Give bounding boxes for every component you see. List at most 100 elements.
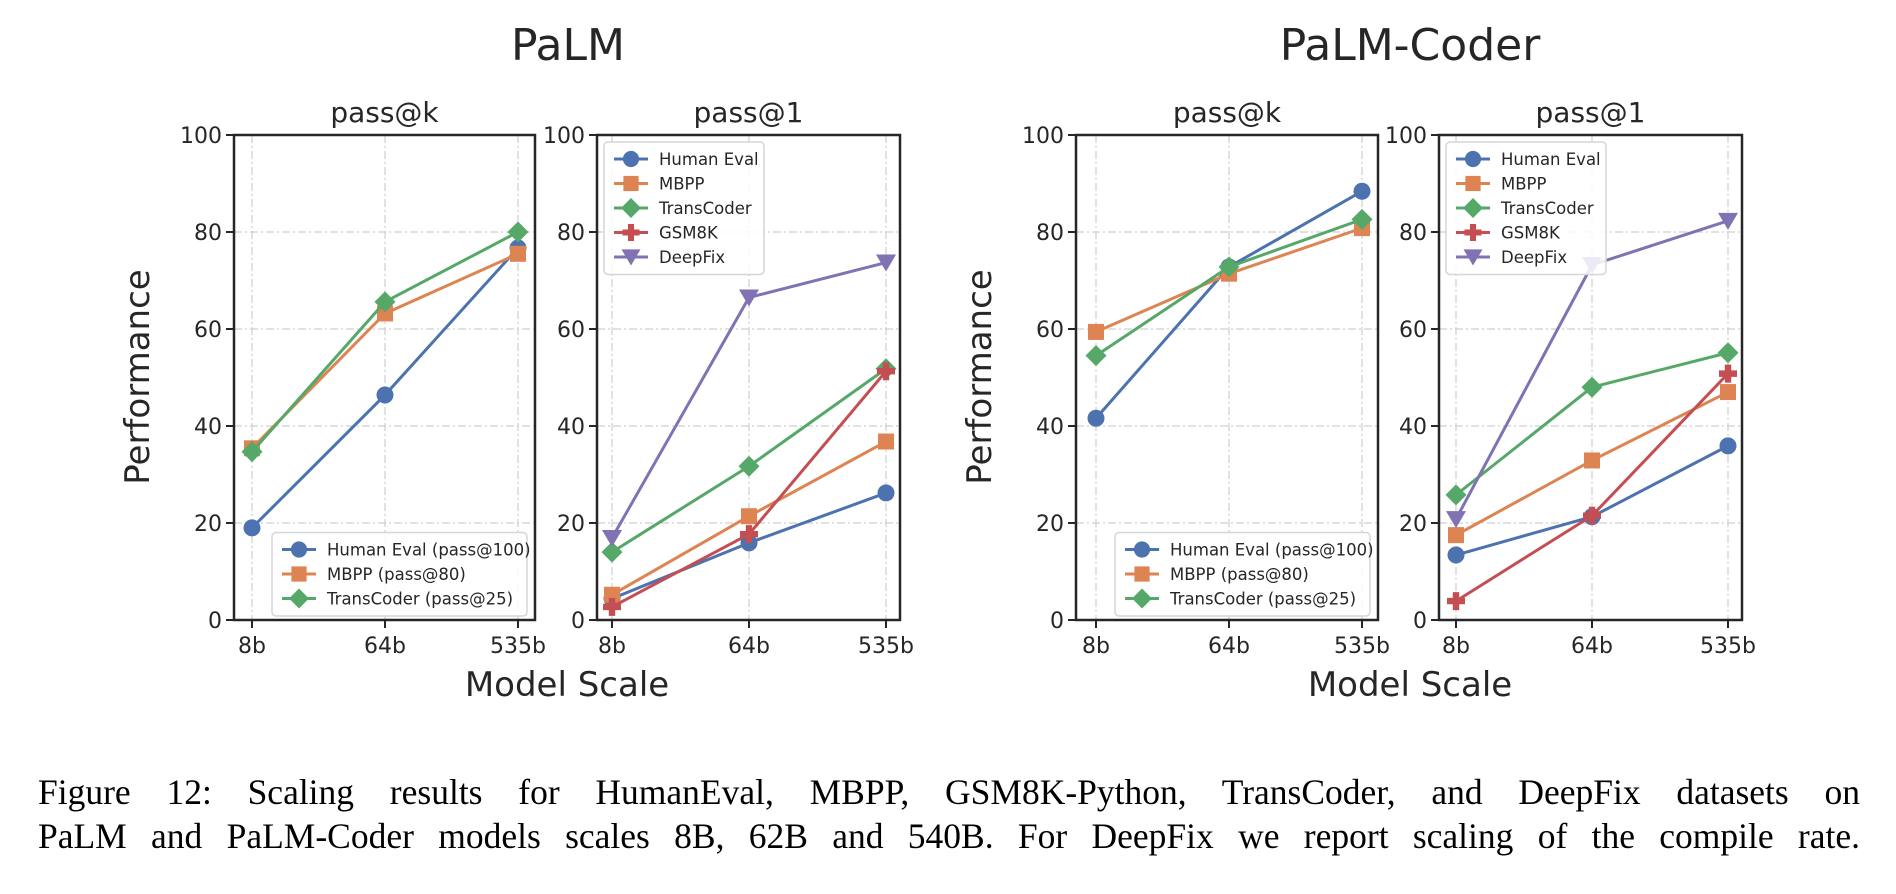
y-tick-label: 60	[1036, 318, 1064, 343]
legend-box	[271, 531, 528, 617]
data-point-deepfix	[739, 289, 759, 307]
y-tick-label: 20	[1036, 512, 1064, 537]
y-tick-label: 100	[180, 124, 222, 149]
data-point-transcoder	[1445, 484, 1467, 506]
data-point-transcoder	[601, 541, 623, 563]
axes-frame	[1074, 133, 1380, 622]
data-point-mbpp	[1088, 323, 1104, 340]
legend: Human Eval MBPP TransCoder GSM8K DeepFix	[1445, 141, 1607, 276]
x-tick-label: 64b	[364, 634, 406, 659]
legend-marker-human_eval	[1464, 150, 1482, 168]
legend-marker-gsm8k	[1464, 223, 1482, 242]
data-point-mbpp	[1584, 452, 1600, 469]
subplot-palm-passk: 0 20 40 60 80 100 8b 64b 535b pass@k Human Eval (p…	[180, 96, 546, 659]
data-point-deepfix	[602, 530, 622, 548]
legend-box	[1114, 531, 1371, 617]
legend-box	[1445, 141, 1607, 276]
legend-label: MBPP (pass@80)	[327, 565, 466, 584]
legend-item-mbpp: MBPP	[614, 175, 705, 194]
x-tick-label: 535b	[858, 634, 914, 659]
legend-item-transcoder: TransCoder	[1456, 198, 1594, 218]
legend-label: TransCoder	[658, 199, 752, 218]
legend-label: DeepFix	[1501, 248, 1567, 267]
y-tick-label: 60	[194, 318, 222, 343]
legend-label: TransCoder (pass@25)	[326, 590, 513, 609]
legend-label: MBPP	[659, 175, 705, 194]
y-tick-label: 80	[1036, 221, 1064, 246]
data-point-mbpp	[510, 245, 526, 262]
subplot-title: pass@1	[694, 96, 804, 129]
data-point-mbpp	[377, 305, 393, 322]
y-tick-label: 0	[208, 609, 222, 634]
y-tick-label: 100	[543, 124, 585, 149]
data-point-gsm8k	[1719, 364, 1737, 383]
legend-item-transcoder: TransCoder	[614, 198, 752, 218]
legend-marker-transcoder	[289, 588, 309, 609]
legend-label: GSM8K	[659, 224, 719, 243]
y-tick-label: 80	[557, 221, 585, 246]
legend-item-transcoder: TransCoder (pass@25)	[1125, 588, 1356, 609]
group-title-palm: PaLM	[511, 20, 625, 71]
legend-label: TransCoder (pass@25)	[1169, 590, 1356, 609]
legend-item-human_eval: Human Eval (pass@100)	[1125, 541, 1374, 560]
subplot-palmcoder-pass1: 0 20 40 60 80 100 8b 64b 535b pass@1 Human Eval MBP…	[1385, 96, 1756, 659]
data-point-transcoder	[1351, 208, 1373, 230]
legend-marker-mbpp	[1465, 175, 1481, 192]
y-tick-label: 60	[557, 318, 585, 343]
y-tick-label: 20	[557, 512, 585, 537]
data-point-gsm8k	[740, 525, 758, 544]
data-point-human_eval	[1087, 409, 1105, 427]
x-tick-label: 535b	[1334, 634, 1390, 659]
y-tick-label: 80	[194, 221, 222, 246]
data-point-gsm8k	[1583, 506, 1601, 525]
x-tick-label: 535b	[1700, 634, 1756, 659]
y-tick-label: 40	[557, 415, 585, 440]
data-point-transcoder	[241, 441, 263, 463]
data-point-human_eval	[243, 519, 261, 537]
legend-label: DeepFix	[659, 248, 725, 267]
x-tick-label: 8b	[1442, 634, 1470, 659]
subplot-title: pass@k	[330, 96, 439, 129]
data-point-gsm8k	[877, 362, 895, 381]
series-line-transcoder	[1095, 217, 1363, 357]
subplot-palm-pass1: 0 20 40 60 80 100 8b 64b 535b pass@1 Human Eval MBP…	[543, 96, 914, 659]
legend: Human Eval MBPP TransCoder GSM8K DeepFix	[603, 141, 765, 276]
series-line-human_eval	[1094, 189, 1363, 420]
group-title-palm-coder: PaLM-Coder	[1280, 20, 1542, 71]
data-point-transcoder	[1581, 376, 1603, 398]
legend-label: Human Eval (pass@100)	[1170, 541, 1374, 560]
legend-marker-transcoder	[1463, 198, 1483, 218]
legend-label: MBPP	[1501, 175, 1547, 194]
data-point-transcoder	[507, 221, 529, 243]
legend-marker-human_eval	[1133, 541, 1151, 558]
data-point-mbpp	[878, 433, 894, 450]
data-point-human_eval	[877, 484, 895, 502]
y-tick-label: 40	[194, 415, 222, 440]
legend: Human Eval (pass@100) MBPP (pass@80) Trans…	[271, 531, 531, 617]
xlabel-palm-coder: Model Scale	[1308, 665, 1512, 705]
legend-item-deepfix: DeepFix	[1456, 248, 1567, 267]
y-tick-label: 20	[194, 512, 222, 537]
legend-item-mbpp: MBPP (pass@80)	[282, 565, 466, 584]
data-point-deepfix	[1718, 212, 1738, 230]
y-tick-label: 0	[1050, 609, 1064, 634]
legend-marker-deepfix	[621, 249, 641, 266]
x-tick-label: 8b	[238, 634, 266, 659]
data-point-gsm8k	[603, 597, 621, 616]
y-tick-label: 80	[1399, 221, 1427, 246]
x-tick-label: 64b	[1571, 634, 1613, 659]
y-tick-label: 20	[1399, 512, 1427, 537]
data-point-human_eval	[1719, 437, 1737, 455]
x-tick-label: 64b	[728, 634, 770, 659]
legend-marker-transcoder	[1132, 588, 1152, 609]
y-tick-label: 40	[1399, 415, 1427, 440]
y-tick-label: 100	[1385, 124, 1427, 149]
legend-item-mbpp: MBPP (pass@80)	[1125, 565, 1309, 584]
subplots: 0 20 40 60 80 100 8b 64b 535b pass@k Human Eval (p…	[180, 96, 1756, 659]
y-tick-label: 0	[1413, 609, 1427, 634]
data-point-gsm8k	[1447, 592, 1465, 611]
legend-marker-deepfix	[1463, 249, 1483, 266]
x-tick-label: 535b	[490, 634, 546, 659]
subplot-palmcoder-passk: 0 20 40 60 80 100 8b 64b 535b pass@k Human Eval (p…	[1022, 96, 1390, 659]
y-tick-label: 60	[1399, 318, 1427, 343]
